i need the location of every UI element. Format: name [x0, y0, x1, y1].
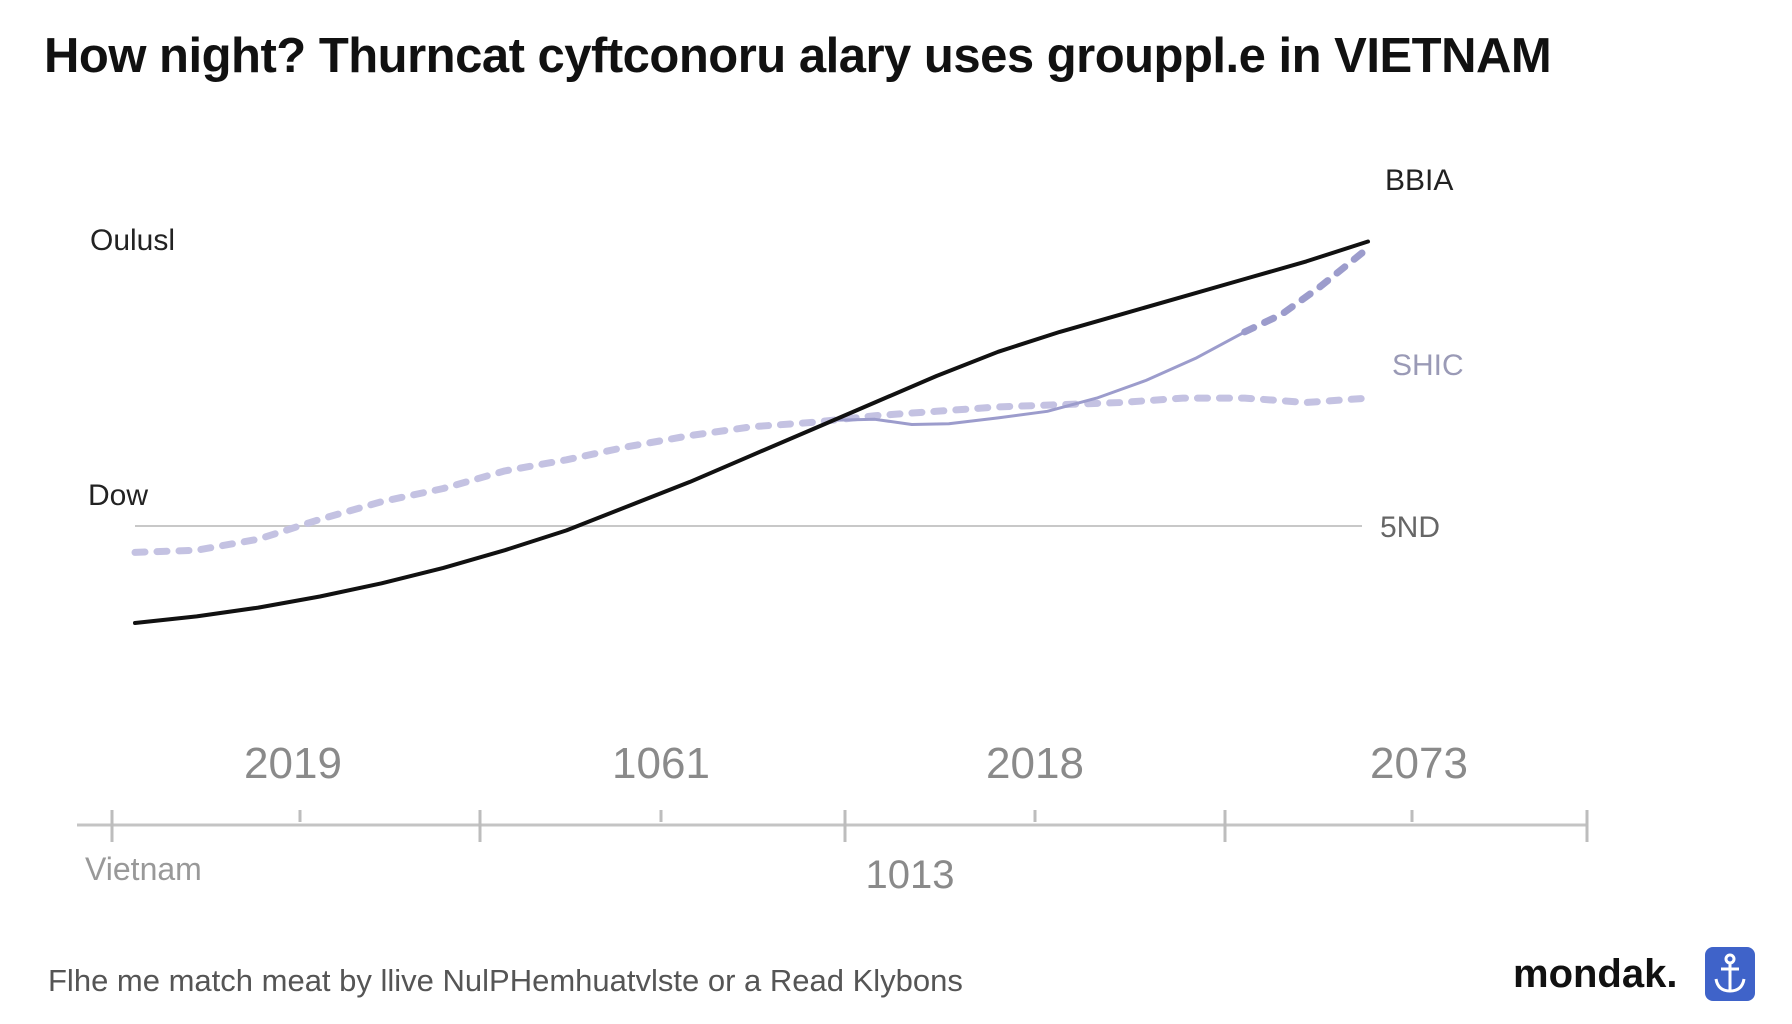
reference-line-label: 5ND	[1380, 511, 1440, 544]
series-labels: BBIA SHIC	[1385, 164, 1464, 382]
x-axis	[77, 810, 1589, 842]
x-sublabel-left: Vietnam	[85, 851, 202, 887]
series-line-2-dotted	[1241, 244, 1372, 336]
footer-source-note: Flhe me match meat by llive NulPHemhuatv…	[48, 963, 963, 998]
chart-title: How night? Thurncat cyftconoru alary use…	[44, 29, 1552, 83]
y-axis-labels: Oulusl Dow	[88, 224, 175, 512]
reference-line: 5ND	[135, 511, 1440, 544]
x-tick-label-0: 2019	[244, 739, 342, 788]
series-line-0	[133, 239, 1370, 625]
x-axis-sublabels: Vietnam 1013	[85, 851, 954, 897]
y-label-top: Oulusl	[90, 224, 175, 257]
brand-logo-text: mondak.	[1513, 952, 1678, 996]
series-label-bbia: BBIA	[1385, 164, 1453, 197]
series-label-shic: SHIC	[1392, 349, 1464, 382]
x-tick-label-2: 2018	[986, 739, 1084, 788]
x-tick-label-1: 1061	[612, 739, 710, 788]
x-axis-labels: 2019 1061 2018 2073	[244, 739, 1468, 788]
series-layer	[131, 239, 1372, 625]
anchor-icon	[1705, 947, 1755, 1001]
x-sublabel-center: 1013	[866, 853, 955, 897]
x-tick-label-3: 2073	[1370, 739, 1468, 788]
anchor-icon-glyph	[1714, 953, 1746, 993]
y-label-mid: Dow	[88, 479, 148, 512]
series-line-2-solid	[836, 330, 1247, 426]
series-line-1	[131, 394, 1372, 556]
